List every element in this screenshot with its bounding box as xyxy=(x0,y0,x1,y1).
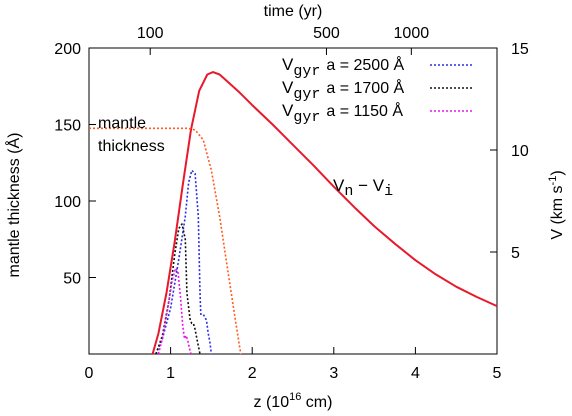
right-axis-title-main: V (km s xyxy=(549,185,566,239)
top-tick-label: 100 xyxy=(137,25,164,42)
series-line xyxy=(155,169,213,355)
series-layer xyxy=(89,71,498,355)
series-line xyxy=(155,223,201,355)
y-left-tick-label: 50 xyxy=(63,271,81,288)
top-axis-title: time (yr) xyxy=(264,3,323,20)
x-axis-title-tail: cm) xyxy=(301,394,332,411)
annotation-vn-vi: Vn − Vi xyxy=(333,176,393,200)
x-axis-title-main: z (10 xyxy=(254,394,290,411)
tick-marks xyxy=(88,47,498,354)
top-tick-label: 1000 xyxy=(394,25,430,42)
right-axis-title-sup: -1 xyxy=(547,176,559,186)
y-left-tick-label: 100 xyxy=(54,194,81,211)
legend-label: Vgyr a = 1700 Å xyxy=(282,78,405,103)
right-axis-title-tail: ) xyxy=(549,170,566,175)
y-right-tick-label: 10 xyxy=(511,143,529,160)
series-line xyxy=(157,267,192,355)
annotation-vn-vi-sub-n: n xyxy=(344,183,353,200)
left-axis-title: mantle thickness (Å) xyxy=(4,133,23,278)
top-tick-label: 500 xyxy=(313,25,340,42)
x-axis-title-sup: 16 xyxy=(289,391,301,403)
legend-label: Vgyr a = 1150 Å xyxy=(282,101,403,126)
x-tick-label: 5 xyxy=(493,365,502,382)
y-left-tick-label: 200 xyxy=(54,41,81,58)
x-tick-label: 0 xyxy=(85,365,94,382)
annotation-mantle: mantle xyxy=(98,115,146,132)
annotation-vn-vi-v: V xyxy=(333,176,345,195)
annotation-vn-vi-sub-i: i xyxy=(384,183,393,200)
y-right-tick-label: 5 xyxy=(511,245,520,262)
x-tick-label: 3 xyxy=(329,365,338,382)
right-axis-title: V (km s-1) xyxy=(547,170,566,239)
series-line xyxy=(89,127,242,355)
x-tick-label: 4 xyxy=(411,365,420,382)
x-tick-label: 2 xyxy=(248,365,257,382)
tick-labels: 0 1 2 3 4 5 100 500 1000 50 100 150 200 5 10 15 xyxy=(54,25,529,382)
y-left-tick-label: 150 xyxy=(54,118,81,135)
annotation-thickness: thickness xyxy=(98,138,165,155)
x-tick-label: 1 xyxy=(166,365,175,382)
x-axis-title: z (1016 cm) xyxy=(254,391,333,411)
y-right-tick-label: 15 xyxy=(511,41,529,58)
annotation-vn-vi-minus: − V xyxy=(353,176,384,195)
legend-label: Vgyr a = 2500 Å xyxy=(282,55,405,80)
series-line xyxy=(151,71,498,355)
